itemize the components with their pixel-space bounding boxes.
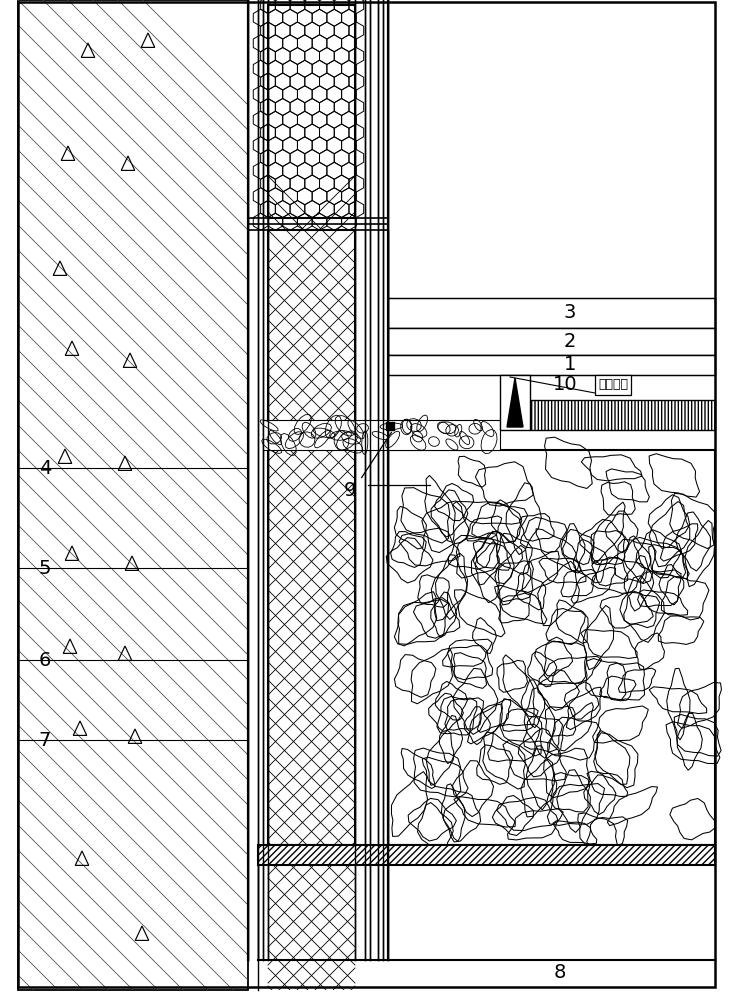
Bar <box>388 328 715 355</box>
Text: 7: 7 <box>39 730 51 750</box>
Text: 9: 9 <box>344 481 356 499</box>
Bar <box>500 375 530 430</box>
Text: 6: 6 <box>39 650 51 670</box>
Bar <box>258 845 715 865</box>
Bar <box>530 400 715 430</box>
Bar <box>388 450 715 845</box>
Text: 10: 10 <box>553 375 577 394</box>
Bar <box>388 355 715 375</box>
Bar <box>263 420 500 450</box>
Text: 4: 4 <box>39 458 51 478</box>
Bar <box>388 298 715 328</box>
Text: 5: 5 <box>39 558 51 578</box>
Polygon shape <box>507 378 523 427</box>
Text: 2: 2 <box>564 332 576 351</box>
Bar <box>268 5 355 218</box>
Text: 1: 1 <box>564 356 576 374</box>
Text: 室外地坪: 室外地坪 <box>598 378 628 391</box>
Text: 3: 3 <box>564 304 576 322</box>
Text: 8: 8 <box>554 962 566 982</box>
Bar <box>386 422 394 430</box>
Bar <box>268 230 355 845</box>
Bar <box>18 0 248 990</box>
